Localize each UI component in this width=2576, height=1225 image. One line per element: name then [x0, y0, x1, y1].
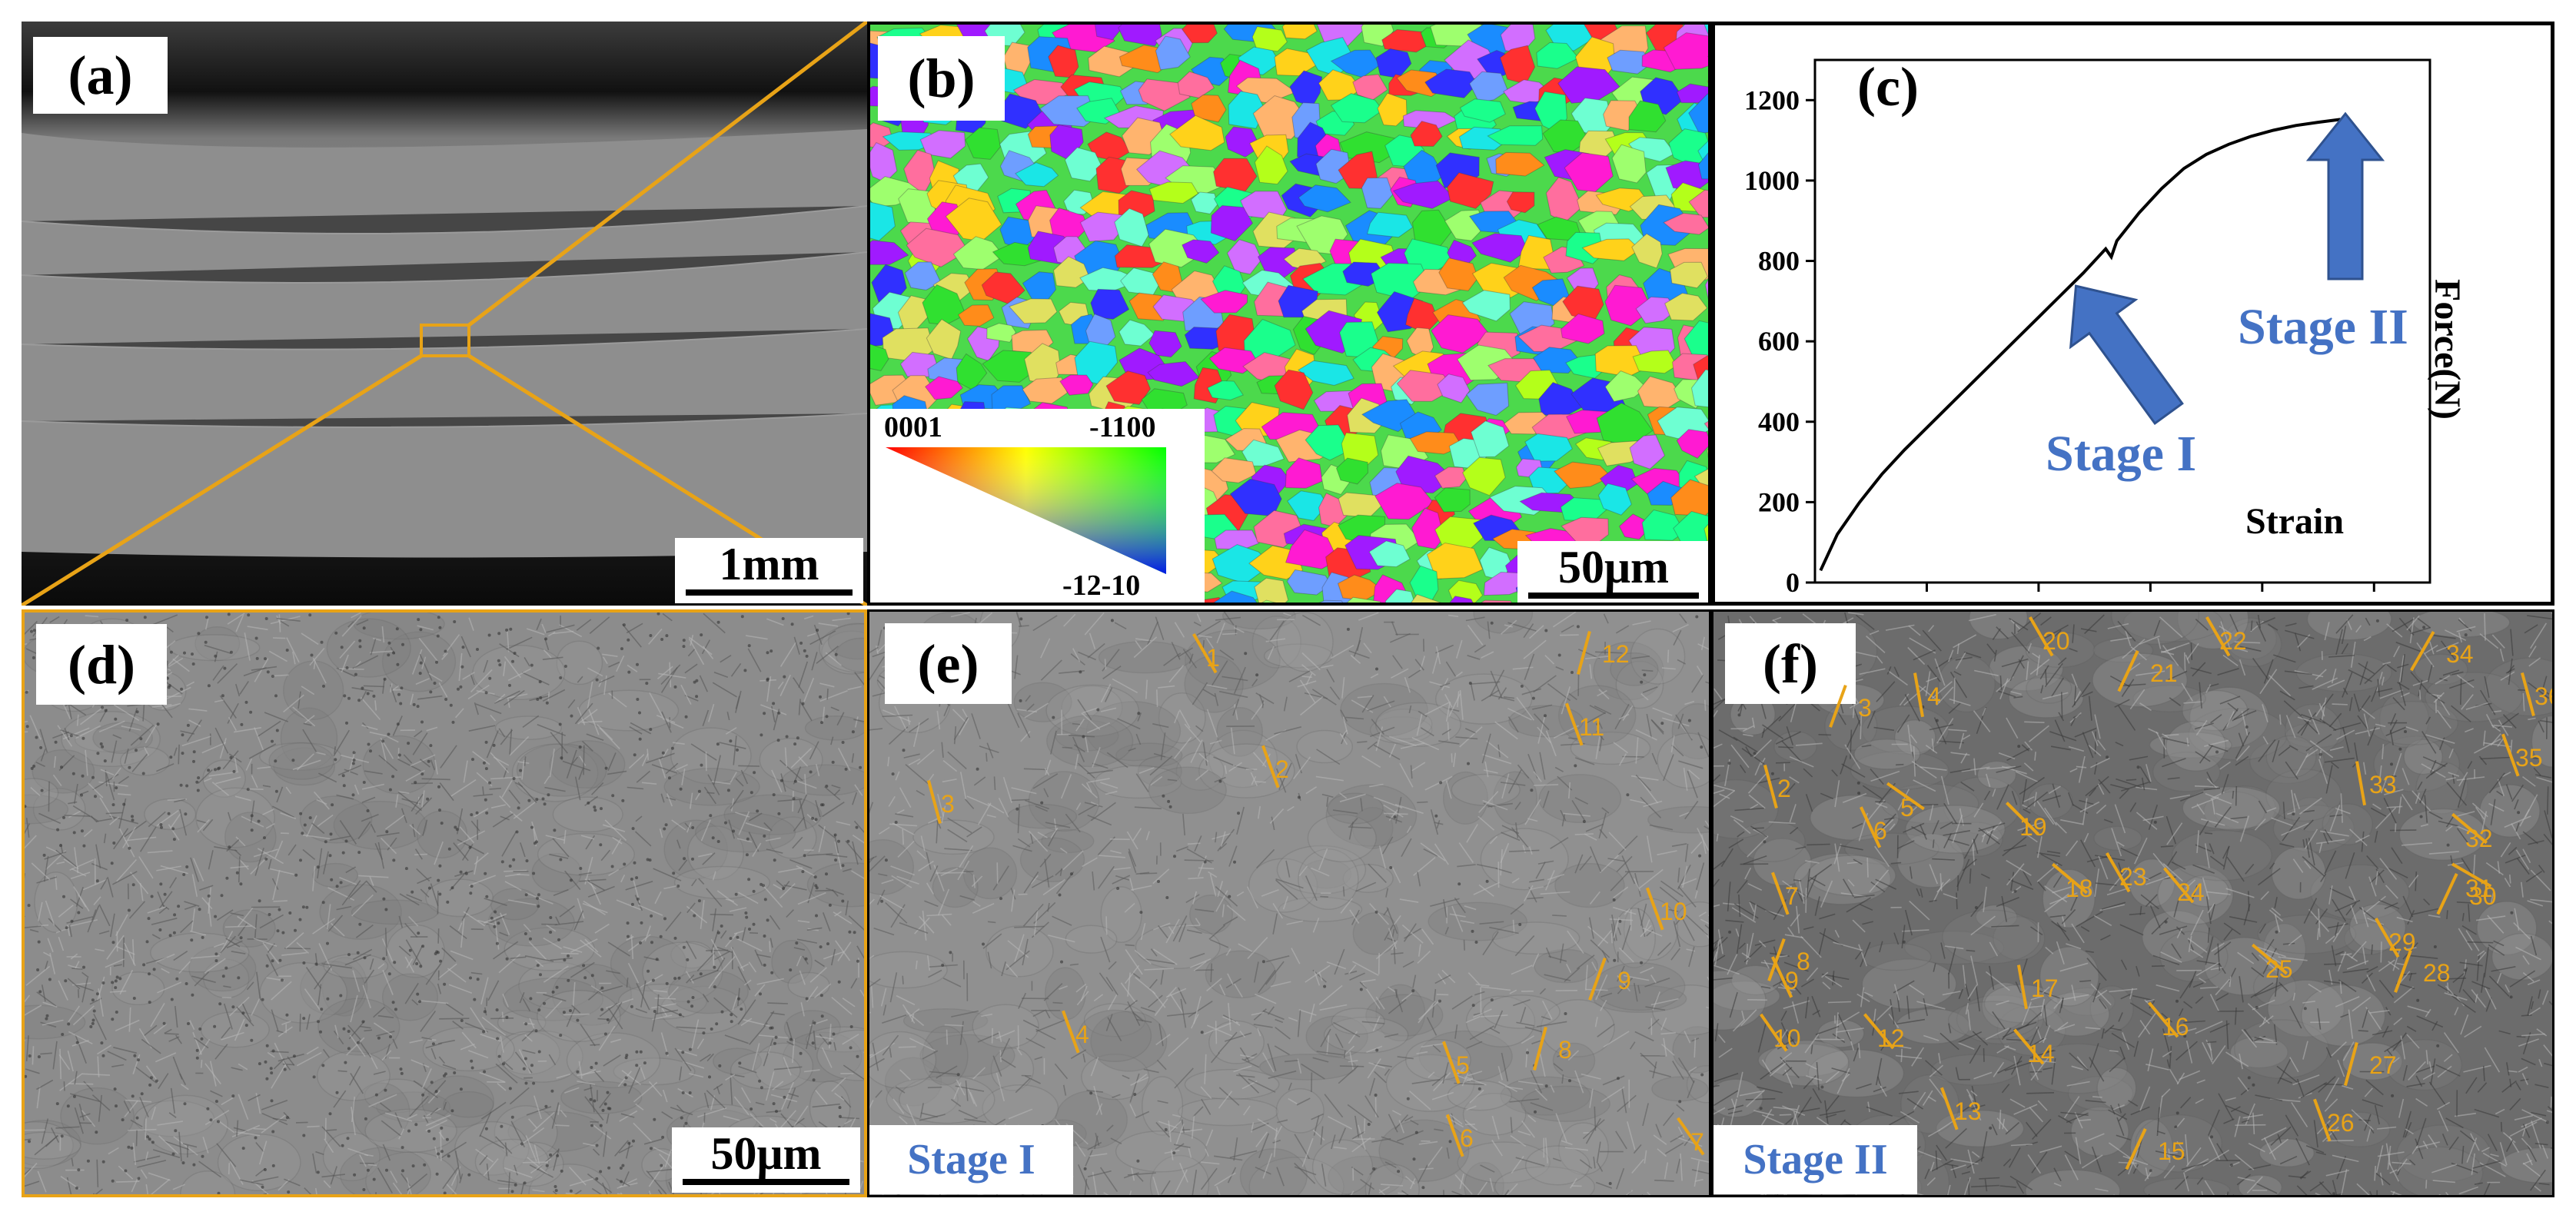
marker-number: 20 [2043, 627, 2070, 655]
y-tick-label: 0 [1786, 567, 1800, 598]
panel-a-scale-bar: 1mm [675, 538, 863, 603]
x-axis-label: Strain [2245, 501, 2345, 542]
marker-number: 12 [1602, 640, 1630, 668]
panel-b-scale-label: 50μm [1558, 542, 1669, 593]
marker-number: 6 [1873, 817, 1887, 845]
marker-number: 15 [2158, 1137, 2185, 1165]
marker-number: 10 [1660, 898, 1687, 925]
marker-number: 18 [2066, 875, 2093, 902]
marker-number: 28 [2423, 959, 2451, 987]
panel-a-label: (a) [33, 37, 168, 114]
marker-number: 31 [2465, 875, 2493, 902]
ipf-triangle [886, 447, 1166, 574]
marker-number: 7 [1690, 1128, 1704, 1156]
x-tick-label: 0.01 [1903, 598, 1951, 602]
stage-ii-annotation: Stage II [2238, 299, 2408, 355]
panel-d-scale-label: 50μm [710, 1128, 822, 1179]
marker-number: 14 [2027, 1040, 2055, 1067]
marker-number: 8 [1797, 948, 1810, 975]
y-tick-label: 1200 [1744, 85, 1800, 115]
panel-b-scale-line [1528, 593, 1699, 599]
y-axis-label: Force(N) [2427, 279, 2468, 420]
marker-number: 22 [2219, 627, 2247, 655]
marker-number: 7 [1785, 882, 1799, 910]
marker-number: 10 [1773, 1024, 1801, 1052]
y-tick-label: 400 [1758, 407, 1800, 437]
marker-number: 26 [2327, 1109, 2355, 1137]
panel-d: (d) 50μm [22, 609, 867, 1197]
marker-number: 36 [2534, 682, 2552, 710]
marker-number: 8 [1558, 1036, 1572, 1064]
marker-number: 23 [2119, 863, 2147, 891]
panel-c-label: (c) [1857, 56, 1919, 118]
marker-number: 9 [1785, 967, 1799, 994]
marker-number: 35 [2515, 744, 2543, 772]
panel-a-scale-line [686, 589, 853, 596]
panel-a: (a) 1mm [22, 22, 867, 606]
marker-number: 11 [1579, 713, 1605, 741]
marker-number: 2 [1275, 755, 1289, 783]
ipf-label-12-10: -12-10 [1062, 569, 1141, 602]
marker-number: 32 [2465, 825, 2493, 852]
x-tick-label: 0.05 [2350, 598, 2398, 602]
marker-number: 2 [1777, 775, 1791, 802]
ipf-label-0001: 0001 [884, 411, 942, 443]
stage-i-annotation: Stage I [2046, 426, 2197, 482]
y-tick-label: 1000 [1744, 165, 1800, 196]
marker-number: 4 [1075, 1021, 1089, 1048]
marker-number: 21 [2150, 659, 2178, 687]
panel-a-micrograph [22, 22, 867, 606]
marker-number: 3 [1858, 694, 1872, 722]
panel-e-stage-label: Stage I [869, 1125, 1073, 1194]
y-tick-label: 200 [1758, 486, 1800, 517]
panel-d-label: (d) [36, 624, 167, 705]
marker-number: 27 [2369, 1051, 2397, 1079]
marker-number: 24 [2177, 878, 2205, 906]
marker-number: 30 [2469, 882, 2497, 910]
ipf-legend: 0001 -1100 -12-10 [870, 409, 1205, 603]
marker-number: 5 [1900, 794, 1914, 822]
stage-ii-arrow [2305, 111, 2385, 281]
marker-number: 16 [2162, 1013, 2189, 1041]
marker-number: 9 [1617, 967, 1631, 994]
ipf-label-1100: -1100 [1089, 411, 1156, 443]
panel-f: (f) Stage II 2 3 4 5 6 7 8 9 10 12 13 14 15 16 17 18 19 2… [1711, 609, 2554, 1197]
y-tick-label: 800 [1758, 246, 1800, 277]
panel-e: (e) Stage I 1 2 3 4 5 6 7 8 9 10 11 12 [867, 609, 1711, 1197]
x-tick-label: 0.04 [2238, 598, 2286, 602]
panel-f-label: (f) [1725, 623, 1856, 704]
stage-i-arrow [2069, 284, 2184, 426]
marker-number: 19 [2019, 813, 2047, 841]
panel-b: (b) 0001 -1100 -12-10 50μm [867, 22, 1711, 606]
marker-number: 12 [1877, 1024, 1905, 1052]
panel-f-stage-label: Stage II [1713, 1125, 1917, 1194]
panel-e-label: (e) [885, 623, 1012, 704]
panel-b-label: (b) [878, 36, 1005, 121]
marker-number: 3 [941, 790, 955, 818]
marker-number: 5 [1456, 1051, 1470, 1079]
y-tick-label: 600 [1758, 326, 1800, 357]
marker-number: 33 [2369, 771, 2397, 798]
panel-d-scale-bar: 50μm [672, 1127, 860, 1193]
panel-a-scale-label: 1mm [719, 539, 819, 589]
panel-b-scale-bar: 50μm [1517, 541, 1708, 603]
marker-number: 13 [1954, 1097, 1982, 1125]
panel-d-scale-line [683, 1179, 849, 1185]
marker-number: 25 [2265, 955, 2293, 983]
marker-number: 1 [1206, 644, 1220, 672]
marker-number: 29 [2388, 928, 2416, 956]
x-tick-label: 0.02 [2014, 598, 2062, 602]
marker-number: 4 [1927, 682, 1941, 710]
x-tick-label: 0.03 [2126, 598, 2175, 602]
plot-frame [1813, 58, 2431, 584]
marker-number: 6 [1460, 1124, 1474, 1152]
marker-number: 17 [2031, 974, 2059, 1002]
marker-number: 34 [2446, 640, 2474, 668]
force-strain-curve [1819, 118, 2341, 572]
force-strain-chart: 0 200 400 600 800 1000 1200 0.01 0.02 0.03 0.04 0.… [1744, 58, 2431, 602]
panel-c: 0 200 400 600 800 1000 1200 0.01 0.02 0.03 0.04 0.… [1711, 22, 2554, 606]
panel-d-micrograph [25, 612, 864, 1194]
